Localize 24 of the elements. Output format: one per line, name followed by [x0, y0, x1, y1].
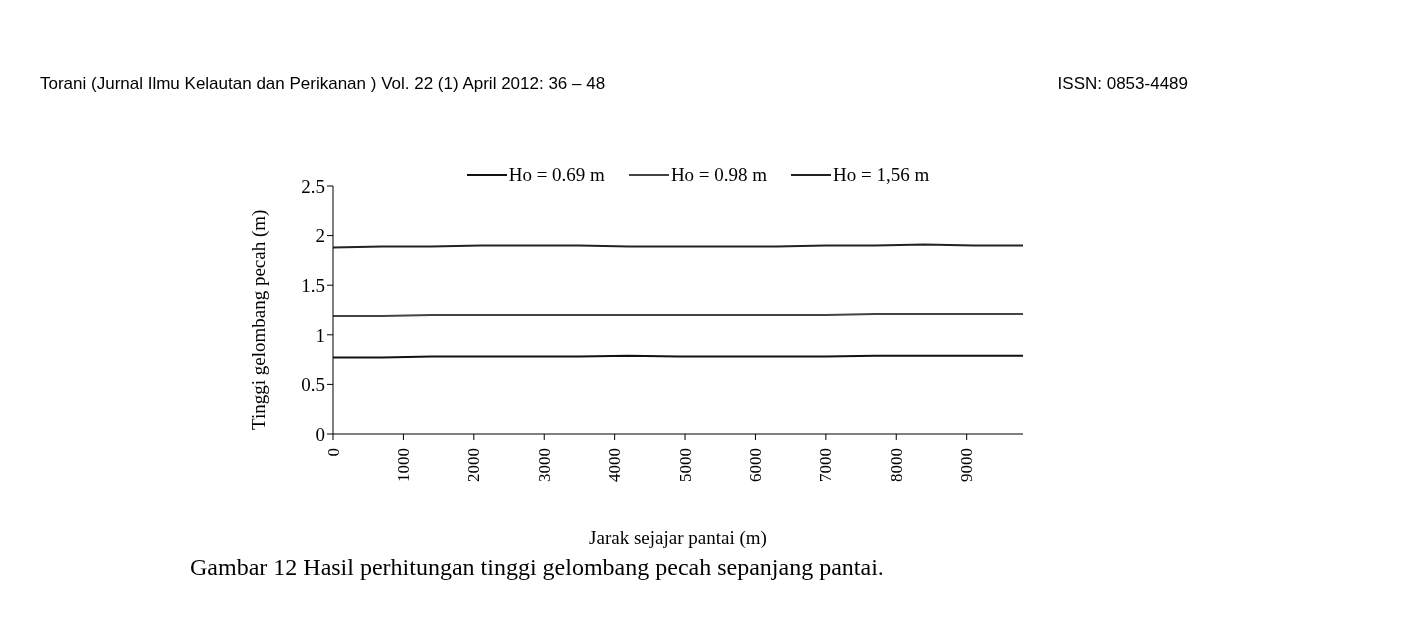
x-tick-label: 2000 — [464, 448, 484, 482]
x-tick-label: 6000 — [745, 448, 765, 482]
x-tick-label: 4000 — [605, 448, 625, 482]
y-tick-label: 0 — [315, 423, 325, 445]
y-tick-label: 2.5 — [301, 175, 325, 197]
legend-label: Ho = 0.98 m — [670, 164, 768, 186]
y-tick-label: 1.5 — [301, 274, 325, 296]
x-tick-label: 3000 — [534, 448, 554, 482]
x-tick-label: 9000 — [957, 448, 977, 482]
x-tick-label: 7000 — [816, 448, 836, 482]
y-tick-label: 1 — [315, 324, 325, 346]
legend-label: Ho = 1,56 m — [833, 164, 930, 186]
y-tick-label: 0.5 — [301, 374, 325, 396]
text: Gambar 12 Hasil perhitungan tinggi gelombang pecah sepanjang pantai. — [190, 554, 885, 581]
text: ISSN: 0853-4489 — [1057, 74, 1188, 94]
y-tick-label: 2 — [315, 225, 325, 247]
x-tick-label: 8000 — [886, 448, 906, 482]
text: Torani (Jurnal Ilmu Kelautan dan Perikanan ) Vol. 22 (1) April 2012: 36 – 48 — [40, 74, 606, 94]
legend-label: Ho = 0.69 m — [508, 164, 605, 186]
x-tick-label: 1000 — [393, 448, 413, 482]
y-axis-title: Tinggi gelombang pecah (m) — [247, 209, 270, 430]
x-tick-label: 0 — [323, 448, 343, 457]
x-tick-label: 5000 — [675, 448, 695, 482]
x-axis-title: Jarak sejajar pantai (m) — [589, 527, 767, 549]
